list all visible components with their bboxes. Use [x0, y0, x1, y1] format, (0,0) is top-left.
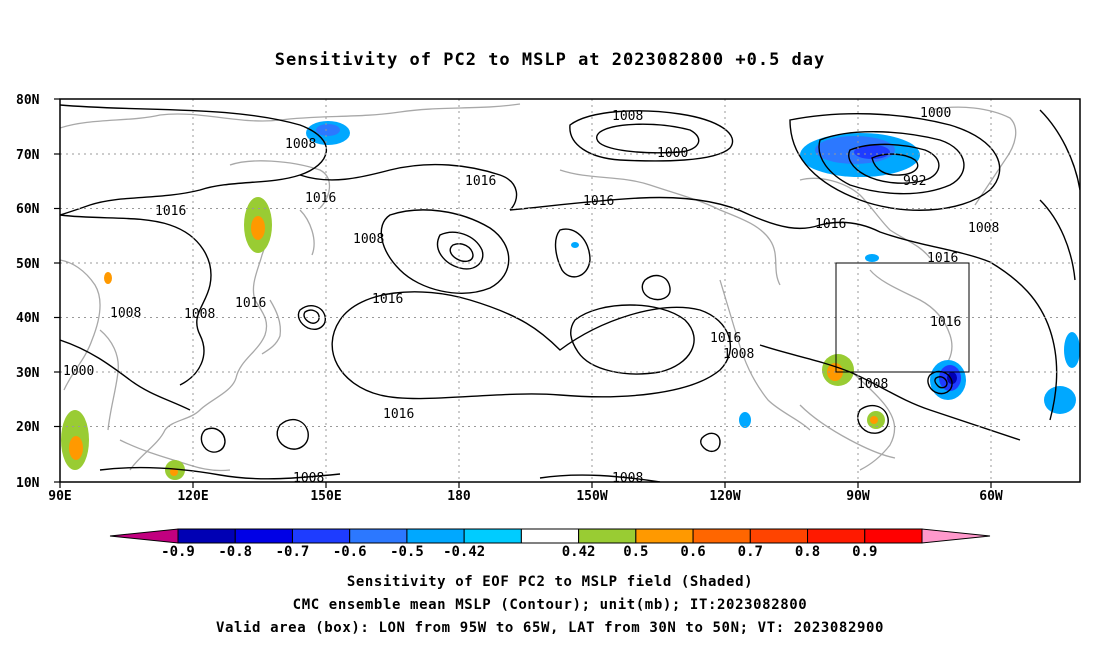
lon-label: 180 [447, 489, 471, 504]
contour-label: 1016 [710, 331, 741, 346]
colorbar-tick-label: -0.5 [390, 544, 424, 560]
lon-label: 150W [576, 489, 607, 504]
caption-line-1: Sensitivity of EOF PC2 to MSLP field (Sh… [346, 574, 754, 590]
colorbar-swatch [692, 528, 751, 544]
mslp-contours [60, 104, 1080, 482]
lon-label: 90E [48, 489, 71, 504]
lon-label: 90W [846, 489, 870, 504]
lat-label: 50N [16, 257, 40, 272]
contour-label: 1016 [383, 407, 414, 422]
contour-label: 1008 [968, 221, 999, 236]
contour-label: 1016 [927, 251, 958, 266]
lat-label: 80N [16, 93, 40, 108]
axis-ticks [54, 98, 992, 488]
colorbar-tick-label: 0.42 [562, 544, 596, 560]
colorbar-tick-label: -0.8 [218, 544, 252, 560]
map-title: Sensitivity of PC2 to MSLP at 2023082800… [274, 50, 826, 70]
colorbar-tick-label: -0.7 [276, 544, 310, 560]
colorbar-swatch [406, 528, 465, 544]
colorbar: -0.9 -0.8 -0.7 -0.6 -0.5 -0.42 0.42 0.5 0.6 0.7 0.… [109, 528, 991, 560]
lat-label: 60N [16, 202, 40, 217]
contour-label: 992 [903, 174, 926, 189]
contour-label: 1008 [353, 232, 384, 247]
contour-label: 1016 [155, 204, 186, 219]
contour-label: 1000 [920, 106, 951, 121]
contour-label: 1000 [657, 146, 688, 161]
contour-label: 1008 [184, 307, 215, 322]
latitude-labels: 80N 70N 60N 50N 40N 30N 20N 10N [16, 93, 40, 491]
caption-line-3: Valid area (box): LON from 95W to 65W, L… [215, 620, 885, 636]
longitude-labels: 90E 120E 150E 180 150W 120W 90W 60W [48, 489, 1003, 504]
colorbar-tick-label: 0.5 [623, 544, 648, 560]
colorbar-tick-label: 0.9 [852, 544, 877, 560]
contour-label: 1008 [612, 471, 643, 486]
valid-area-box [835, 262, 970, 373]
colorbar-swatch [520, 528, 580, 544]
colorbar-tick-label: -0.9 [161, 544, 195, 560]
colorbar-swatch [291, 528, 351, 544]
colorbar-swatch [635, 528, 694, 544]
lat-label: 20N [16, 420, 40, 435]
contour-label: 1008 [857, 377, 888, 392]
colorbar-tick-label: 0.8 [795, 544, 820, 560]
lon-label: 120W [709, 489, 740, 504]
contour-label: 1008 [110, 306, 141, 321]
colorbar-swatch [349, 528, 408, 544]
lon-label: 150E [310, 489, 341, 504]
lon-label: 60W [979, 489, 1003, 504]
colorbar-swatch [177, 528, 236, 544]
colorbar-swatch [864, 528, 923, 544]
colorbar-tick-label: -0.6 [333, 544, 367, 560]
contour-label-group: 1008 1000 1008 1016 1016 992 1000 1016 1… [63, 106, 999, 486]
colorbar-swatch [463, 528, 522, 544]
contour-label: 1016 [305, 191, 336, 206]
lon-label: 120E [177, 489, 208, 504]
colorbar-high-triangle [921, 528, 991, 544]
colorbar-tick-label: 0.6 [680, 544, 705, 560]
colorbar-swatch [234, 528, 293, 544]
contour-label: 1008 [293, 471, 324, 486]
contour-label: 1008 [612, 109, 643, 124]
contour-label: 1008 [723, 347, 754, 362]
contour-label: 1016 [930, 315, 961, 330]
contour-label: 1016 [465, 174, 496, 189]
graticule [60, 99, 1080, 482]
colorbar-low-triangle [109, 528, 179, 544]
contour-label: 1016 [815, 217, 846, 232]
colorbar-swatch [807, 528, 866, 544]
contour-label: 1016 [235, 296, 266, 311]
colorbar-tick-label: 0.7 [738, 544, 763, 560]
sensitivity-shading [61, 121, 1080, 480]
caption-line-2: CMC ensemble mean MSLP (Contour); unit(m… [292, 597, 808, 613]
contour-label: 1016 [583, 194, 614, 209]
contour-label: 1000 [63, 364, 94, 379]
lat-label: 70N [16, 148, 40, 163]
lat-label: 30N [16, 366, 40, 381]
colorbar-tick-label: -0.42 [443, 544, 485, 560]
colorbar-swatch [578, 528, 637, 544]
lat-label: 10N [16, 476, 40, 491]
colorbar-swatch [749, 528, 809, 544]
plot-frame [59, 98, 1081, 483]
contour-label: 1016 [372, 292, 403, 307]
lat-label: 40N [16, 311, 40, 326]
contour-label: 1008 [285, 137, 316, 152]
